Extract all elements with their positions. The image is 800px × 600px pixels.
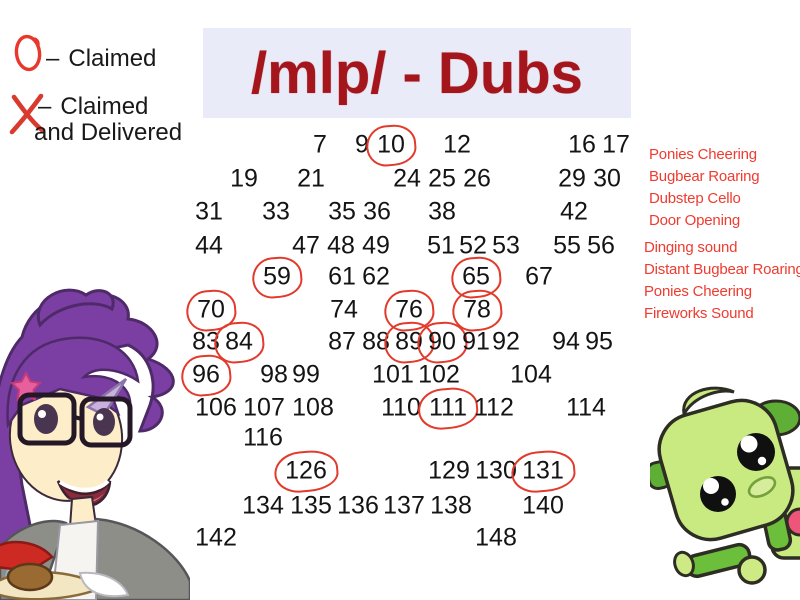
grid-number: 110 — [381, 393, 421, 422]
sound-item: Ponies Cheering — [649, 146, 757, 163]
grid-number: 17 — [602, 130, 630, 159]
grid-number: 116 — [243, 423, 283, 452]
grid-number: 42 — [560, 197, 588, 226]
grid-number: 129 — [428, 456, 470, 485]
grid-number: 140 — [522, 491, 564, 520]
grid-number-claimed: 76 — [395, 295, 423, 324]
delivered-legend-row2: and Delivered — [34, 119, 182, 147]
grid-number: 24 — [393, 164, 421, 193]
grid-number: 26 — [463, 164, 491, 193]
grid-number: 38 — [428, 197, 456, 226]
grid-number-claimed: 59 — [263, 262, 291, 291]
grid-number: 36 — [363, 197, 391, 226]
green-robot-mascot-image — [650, 386, 800, 585]
grid-number: 137 — [383, 491, 425, 520]
delivered-label-line1: Claimed — [60, 93, 149, 120]
grid-number: 44 — [195, 231, 223, 260]
grid-number: 56 — [587, 231, 615, 260]
grid-number: 47 — [292, 231, 320, 260]
grid-number: 35 — [328, 197, 356, 226]
sound-item: Door Opening — [649, 212, 740, 229]
grid-number-claimed: 78 — [463, 295, 491, 324]
grid-number: 21 — [297, 164, 325, 193]
grid-number: 52 — [459, 231, 487, 260]
grid-number: 55 — [553, 231, 581, 260]
grid-number: 48 — [327, 231, 355, 260]
purple-haired-unicorn-girl-image — [0, 288, 190, 600]
grid-number-claimed: 131 — [522, 456, 564, 485]
grid-number: 25 — [428, 164, 456, 193]
grid-number: 33 — [262, 197, 290, 226]
grid-number: 62 — [362, 262, 390, 291]
grid-number-claimed: 84 — [225, 327, 253, 356]
grid-number: 12 — [443, 130, 471, 159]
grid-number: 51 — [427, 231, 455, 260]
grid-number: 29 — [558, 164, 586, 193]
grid-number: 142 — [195, 523, 237, 552]
sound-item: Ponies Cheering — [644, 283, 752, 300]
grid-number: 112 — [474, 393, 514, 422]
grid-number: 134 — [242, 491, 284, 520]
claimed-legend-row: – Claimed — [46, 45, 156, 73]
page-title: /mlp/ - Dubs — [251, 40, 583, 106]
grid-number: 16 — [568, 130, 596, 159]
claimed-label: Claimed — [68, 45, 157, 72]
grid-number: 91 — [462, 327, 490, 356]
grid-number: 102 — [418, 360, 460, 389]
sound-item: Dinging sound — [644, 239, 738, 256]
grid-number-claimed: 90 — [428, 327, 456, 356]
grid-number: 74 — [330, 295, 358, 324]
dash: – — [46, 45, 60, 72]
grid-number: 53 — [492, 231, 520, 260]
grid-number: 98 — [260, 360, 288, 389]
grid-number: 138 — [430, 491, 472, 520]
sound-item: Distant Bugbear Roaring — [644, 261, 800, 278]
grid-number: 108 — [292, 393, 334, 422]
delivered-label-line2: and Delivered — [34, 119, 183, 146]
grid-number: 9 — [355, 130, 369, 159]
grid-number: 136 — [337, 491, 379, 520]
grid-number: 19 — [230, 164, 258, 193]
grid-number: 87 — [328, 327, 356, 356]
grid-number-claimed: 70 — [197, 295, 225, 324]
dash: – — [38, 93, 52, 120]
sound-item: Fireworks Sound — [644, 305, 754, 322]
sound-item: Bugbear Roaring — [649, 168, 760, 185]
grid-number: 99 — [292, 360, 320, 389]
grid-number-claimed: 126 — [285, 456, 327, 485]
grid-number: 30 — [593, 164, 621, 193]
grid-number: 101 — [372, 360, 414, 389]
grid-number: 106 — [195, 393, 237, 422]
grid-number: 94 — [552, 327, 580, 356]
grid-number: 135 — [290, 491, 332, 520]
sound-list: Ponies Cheering Bugbear Roaring Dubstep Ce… — [644, 144, 800, 325]
grid-number-claimed: 10 — [377, 130, 405, 159]
claimed-circle-icon — [14, 34, 42, 72]
grid-number: 95 — [585, 327, 613, 356]
grid-number-claimed: 96 — [192, 360, 220, 389]
grid-number: 114 — [566, 393, 606, 422]
grid-number: 104 — [510, 360, 552, 389]
grid-number: 92 — [492, 327, 520, 356]
title-banner: /mlp/ - Dubs — [203, 28, 631, 118]
grid-number: 130 — [475, 456, 517, 485]
grid-number-claimed: 65 — [462, 262, 490, 291]
grid-number: 61 — [328, 262, 356, 291]
delivered-legend-row: – Claimed — [38, 93, 148, 121]
grid-number: 148 — [475, 523, 517, 552]
grid-number: 31 — [195, 197, 223, 226]
grid-number: 49 — [362, 231, 390, 260]
legend: – Claimed – Claimed and Delivered — [0, 0, 200, 150]
grid-number: 67 — [525, 262, 553, 291]
grid-number: 107 — [243, 393, 285, 422]
grid-number: 7 — [313, 130, 327, 159]
grid-number-claimed: 111 — [428, 393, 468, 422]
delivered-x-icon — [9, 93, 46, 135]
sound-item: Dubstep Cello — [649, 190, 741, 207]
